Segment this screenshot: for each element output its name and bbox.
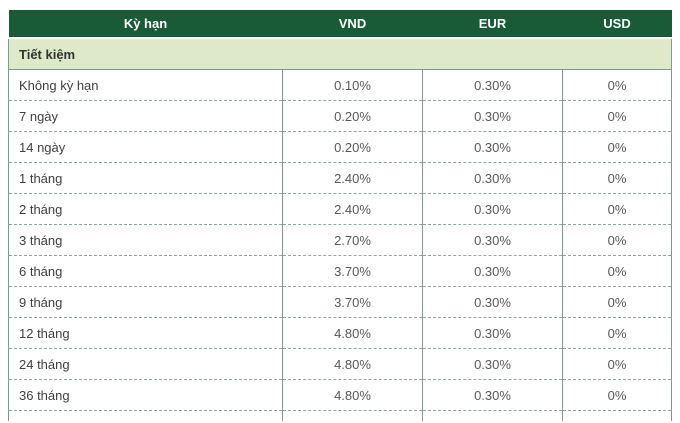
usd-rate-cell: 0%	[562, 224, 672, 256]
eur-rate-cell: 0.30%	[422, 100, 563, 132]
term-cell: 14 ngày	[8, 131, 283, 163]
usd-rate-cell: 0%	[562, 131, 672, 163]
table-row: 12 tháng 4.80% 0.30% 0%	[8, 317, 672, 349]
table-row: 36 tháng 4.80% 0.30% 0%	[8, 379, 672, 411]
vnd-rate-cell: 4.80%	[282, 348, 423, 380]
term-cell: 6 tháng	[8, 255, 283, 287]
table-row: 2 tháng 2.40% 0.30% 0%	[8, 193, 672, 225]
eur-rate-cell: 0.30%	[422, 162, 563, 194]
term-cell: 1 tháng	[8, 162, 283, 194]
usd-rate-cell: 0%	[562, 286, 672, 318]
section-row-savings: Tiết kiệm	[8, 38, 672, 70]
term-cell: 2 tháng	[8, 193, 283, 225]
term-cell: 36 tháng	[8, 379, 283, 411]
table-row: 6 tháng 3.70% 0.30% 0%	[8, 255, 672, 287]
usd-rate-cell: 0%	[562, 193, 672, 225]
term-cell: 24 tháng	[8, 348, 283, 380]
usd-rate-cell: 0%	[562, 69, 672, 101]
term-cell: 9 tháng	[8, 286, 283, 318]
eur-rate-cell	[422, 410, 563, 421]
table-row: 14 ngày 0.20% 0.30% 0%	[8, 131, 672, 163]
vnd-rate-cell: 0.20%	[282, 131, 423, 163]
eur-rate-cell: 0.30%	[422, 255, 563, 287]
vnd-rate-cell: 3.70%	[282, 286, 423, 318]
usd-rate-cell: 0%	[562, 100, 672, 132]
column-header-term: Kỳ hạn	[8, 10, 283, 39]
eur-rate-cell: 0.30%	[422, 379, 563, 411]
vnd-rate-cell: 4.80%	[282, 317, 423, 349]
term-cell: 3 tháng	[8, 224, 283, 256]
term-cell: 12 tháng	[8, 317, 283, 349]
column-header-vnd: VND	[282, 10, 423, 39]
term-cell	[8, 410, 283, 421]
term-cell: Không kỳ hạn	[8, 69, 283, 101]
eur-rate-cell: 0.30%	[422, 131, 563, 163]
table-header-row: Kỳ hạn VND EUR USD	[8, 10, 672, 39]
vnd-rate-cell: 2.40%	[282, 162, 423, 194]
usd-rate-cell: 0%	[562, 317, 672, 349]
vnd-rate-cell: 2.40%	[282, 193, 423, 225]
table-row: 3 tháng 2.70% 0.30% 0%	[8, 224, 672, 256]
table-row: 1 tháng 2.40% 0.30% 0%	[8, 162, 672, 194]
usd-rate-cell: 0%	[562, 379, 672, 411]
interest-rate-table: Kỳ hạn VND EUR USD Tiết kiệm Không kỳ hạ…	[8, 10, 672, 421]
usd-rate-cell: 0%	[562, 162, 672, 194]
eur-rate-cell: 0.30%	[422, 224, 563, 256]
eur-rate-cell: 0.30%	[422, 69, 563, 101]
eur-rate-cell: 0.30%	[422, 348, 563, 380]
vnd-rate-cell: 4.80%	[282, 379, 423, 411]
table-row: Không kỳ hạn 0.10% 0.30% 0%	[8, 69, 672, 101]
table-row: 7 ngày 0.20% 0.30% 0%	[8, 100, 672, 132]
vnd-rate-cell	[282, 410, 423, 421]
vnd-rate-cell: 0.20%	[282, 100, 423, 132]
eur-rate-cell: 0.30%	[422, 317, 563, 349]
column-header-usd: USD	[562, 10, 672, 39]
vnd-rate-cell: 0.10%	[282, 69, 423, 101]
usd-rate-cell: 0%	[562, 255, 672, 287]
table-row-partial	[8, 410, 672, 421]
column-header-eur: EUR	[422, 10, 563, 39]
section-label: Tiết kiệm	[8, 38, 672, 70]
usd-rate-cell	[562, 410, 672, 421]
eur-rate-cell: 0.30%	[422, 193, 563, 225]
term-cell: 7 ngày	[8, 100, 283, 132]
vnd-rate-cell: 3.70%	[282, 255, 423, 287]
vnd-rate-cell: 2.70%	[282, 224, 423, 256]
usd-rate-cell: 0%	[562, 348, 672, 380]
table-row: 24 tháng 4.80% 0.30% 0%	[8, 348, 672, 380]
eur-rate-cell: 0.30%	[422, 286, 563, 318]
table-row: 9 tháng 3.70% 0.30% 0%	[8, 286, 672, 318]
